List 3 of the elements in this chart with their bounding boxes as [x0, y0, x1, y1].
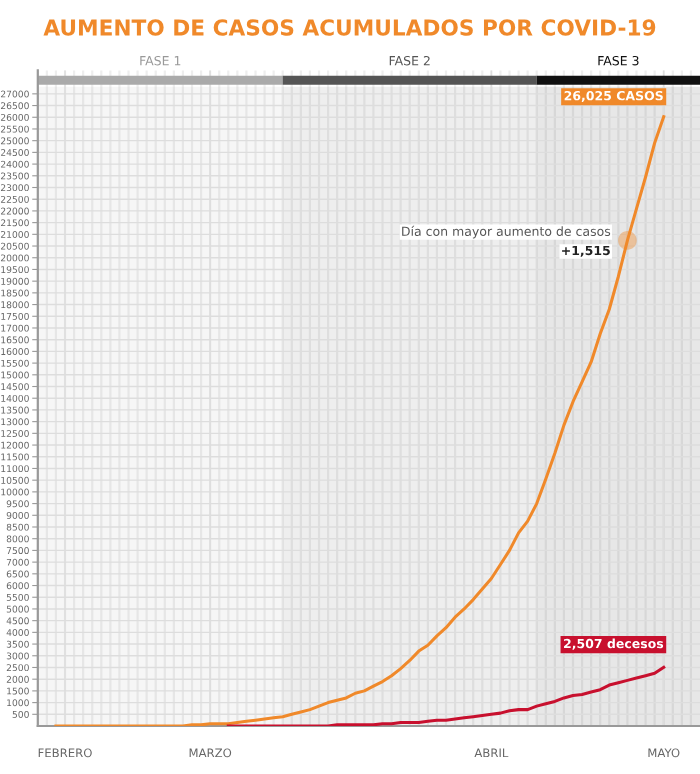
- line-series: [226, 665, 666, 727]
- line-series: [54, 115, 666, 727]
- chart-title: AUMENTO DE CASOS ACUMULADOS POR COVID-19: [43, 19, 656, 36]
